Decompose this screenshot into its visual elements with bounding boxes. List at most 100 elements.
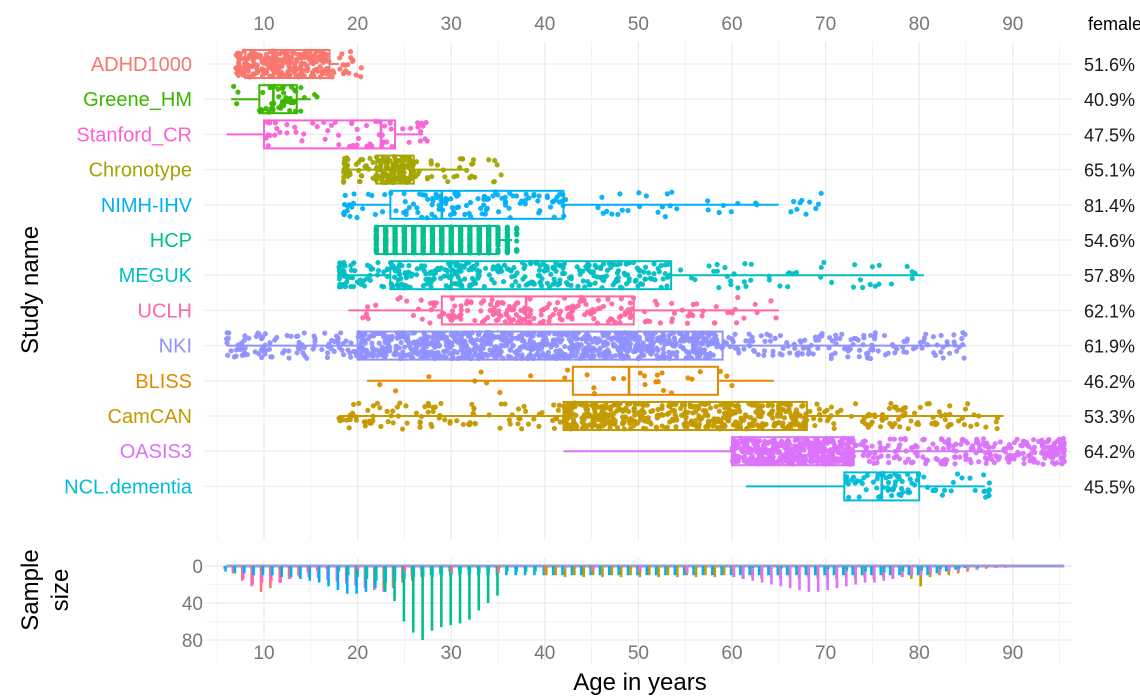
study-point [301, 344, 307, 351]
study-point [263, 135, 269, 141]
study-point [720, 415, 727, 421]
study-point [355, 135, 362, 142]
study-point [838, 407, 844, 413]
sample-size-bar [626, 566, 630, 576]
sample-size-bar [944, 566, 948, 572]
study-point [341, 201, 348, 208]
study-point [694, 301, 700, 307]
study-point [415, 209, 421, 216]
study-point [464, 167, 470, 173]
study-point [882, 445, 888, 452]
study-point [492, 157, 498, 164]
sample-size-bar [308, 566, 312, 581]
study-point [575, 283, 581, 289]
sample-size-bar [713, 566, 717, 578]
study-point [565, 416, 571, 422]
study-point [932, 352, 939, 358]
study-point [324, 354, 330, 361]
study-point [331, 338, 338, 345]
study-point [300, 350, 306, 356]
x-tick-label-top: 60 [721, 14, 742, 35]
box-iqr [258, 84, 298, 115]
study-point [463, 330, 469, 336]
study-point [277, 51, 283, 57]
study-point [772, 335, 778, 341]
study-point [610, 282, 616, 288]
study-point [852, 401, 859, 407]
study-point [288, 55, 295, 61]
sample-size-bar [608, 566, 611, 576]
sample-size-bar [497, 566, 501, 569]
study-point [521, 338, 527, 344]
study-point [728, 281, 734, 288]
study-point [411, 226, 417, 232]
study-point [531, 353, 537, 359]
study-point [341, 212, 347, 218]
sample-size-bar [739, 566, 742, 576]
study-point [869, 443, 875, 449]
study-point [550, 311, 556, 318]
study-point [507, 215, 513, 221]
study-point [900, 344, 906, 350]
sample-size-bar [864, 566, 867, 572]
study-point [590, 418, 596, 424]
study-point [683, 422, 689, 429]
study-point [407, 177, 413, 183]
study-point [725, 309, 731, 316]
study-point [319, 70, 325, 76]
study-point [781, 415, 787, 421]
study-point [439, 225, 445, 232]
study-point [531, 281, 537, 287]
sample-size-bar [863, 566, 867, 583]
study-point [571, 420, 577, 426]
study-point [876, 281, 882, 287]
study-point [382, 123, 388, 129]
study-point [589, 339, 596, 345]
study-point [850, 341, 856, 348]
study-point [419, 316, 425, 322]
study-point [497, 265, 503, 271]
study-point [725, 418, 732, 424]
study-point [547, 354, 553, 360]
study-point [577, 298, 583, 304]
study-point [507, 421, 513, 427]
study-point [467, 199, 474, 206]
study-point [891, 455, 897, 461]
study-point [892, 421, 898, 427]
sample-size-bar [356, 566, 359, 578]
study-point [422, 263, 428, 269]
study-point [571, 332, 577, 338]
study-point [345, 347, 351, 353]
study-point [385, 419, 391, 425]
study-point [1040, 461, 1046, 467]
study-point [732, 306, 738, 312]
study-point [341, 174, 347, 180]
study-point [887, 436, 893, 442]
study-point [953, 448, 959, 454]
study-point [799, 425, 805, 431]
study-point [522, 201, 528, 207]
study-point [593, 264, 600, 271]
study-point [777, 332, 784, 339]
study-point [565, 423, 571, 430]
sample-size-bar [545, 566, 548, 576]
study-point [447, 314, 453, 320]
study-point [938, 413, 944, 419]
study-point [810, 351, 816, 357]
study-point [551, 214, 557, 220]
study-point [715, 341, 721, 347]
study-point [468, 299, 474, 306]
study-point [394, 404, 400, 410]
study-point [627, 300, 633, 306]
study-point [301, 94, 307, 101]
study-point [557, 277, 563, 283]
study-point [402, 271, 408, 277]
sample-size-bar [751, 566, 755, 581]
study-point [729, 336, 735, 342]
study-point [800, 345, 806, 351]
study-point [636, 412, 643, 418]
study-point [272, 59, 279, 65]
study-point [815, 345, 821, 351]
study-point [959, 336, 965, 342]
sample-size-bar [985, 566, 989, 568]
